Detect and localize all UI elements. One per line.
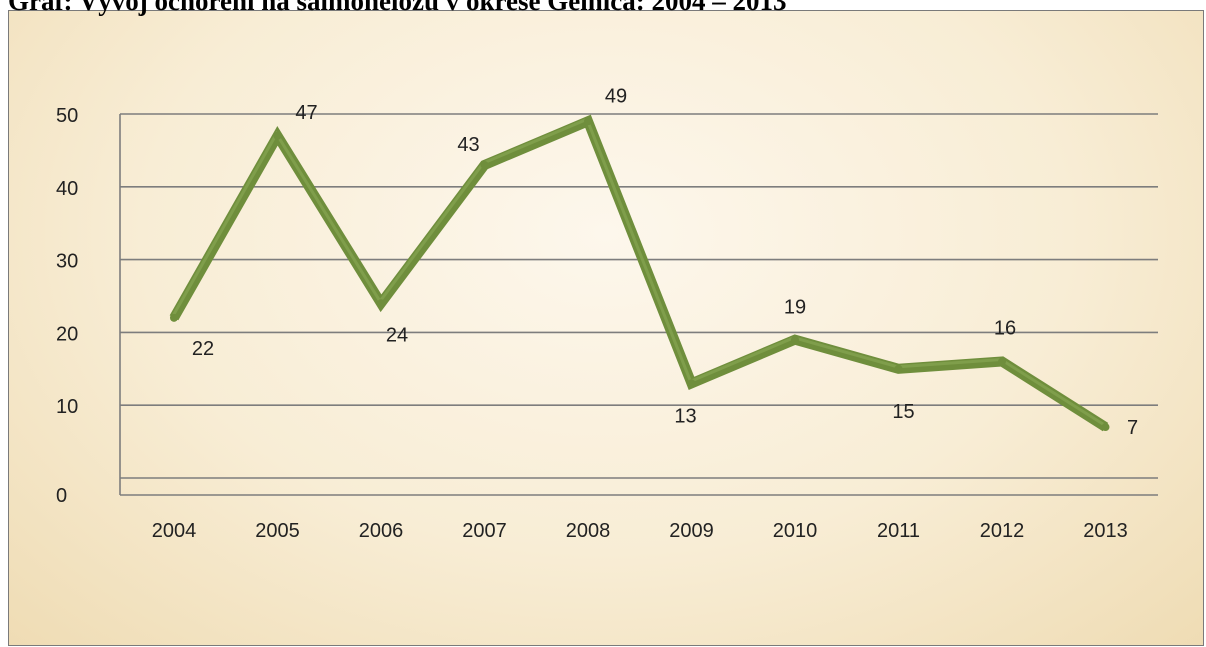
y-tick-label: 0: [56, 485, 67, 507]
data-label: 47: [295, 102, 317, 124]
x-tick-label: 2007: [462, 520, 507, 542]
data-point: [480, 160, 489, 169]
data-label: 15: [892, 401, 914, 423]
y-tick-label: 40: [56, 178, 78, 200]
data-label: 22: [192, 338, 214, 360]
data-label: 19: [784, 297, 806, 319]
chart-caption: Graf: Vývoj ochorení na salmonelózu v ok…: [8, 0, 787, 16]
series-line-highlight: [171, 117, 1106, 427]
data-label: 24: [386, 324, 408, 346]
data-label: 16: [994, 318, 1016, 340]
data-point: [273, 131, 282, 140]
data-label: 43: [457, 134, 479, 156]
x-tick-label: 2008: [566, 520, 611, 542]
data-label: 49: [605, 85, 627, 107]
y-tick-label: 50: [56, 105, 78, 127]
data-point: [791, 335, 799, 344]
x-tick-label: 2005: [255, 520, 300, 542]
x-tick-label: 2013: [1083, 520, 1128, 542]
x-tick-label: 2009: [669, 520, 714, 542]
series-line: [169, 114, 1109, 432]
data-point: [998, 357, 1006, 366]
data-point: [1101, 423, 1110, 432]
x-tick-label: 2010: [773, 520, 818, 542]
x-tick-label: 2011: [877, 520, 920, 542]
y-tick-label: 10: [56, 396, 78, 418]
data-point: [170, 313, 178, 322]
data-point: [894, 364, 903, 373]
data-label: 13: [674, 405, 696, 427]
x-tick-label: 2006: [359, 520, 404, 542]
y-tick-label: 30: [56, 251, 78, 273]
y-tick-label: 20: [56, 323, 78, 345]
x-tick-label: 2012: [980, 520, 1025, 542]
data-point: [687, 379, 696, 388]
data-point: [584, 117, 592, 126]
x-tick-label: 2004: [152, 520, 197, 542]
data-label: 7: [1127, 417, 1138, 439]
data-point: [377, 299, 385, 308]
chart-area: [8, 10, 1204, 646]
